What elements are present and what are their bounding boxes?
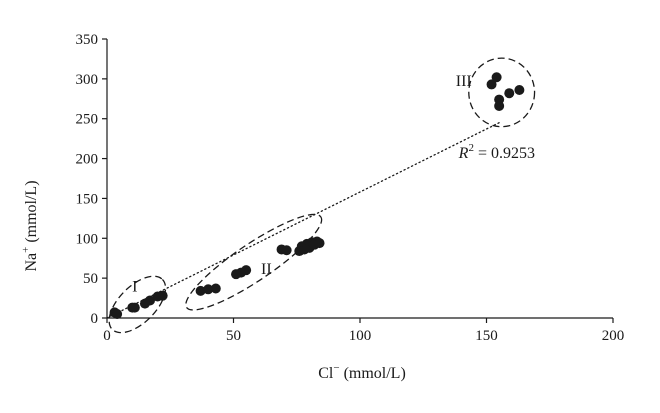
y-tick-label: 150 xyxy=(76,191,99,207)
y-tick-label: 350 xyxy=(76,32,99,48)
data-point xyxy=(157,290,168,301)
data-point xyxy=(494,100,505,111)
x-tick-label: 50 xyxy=(226,328,241,344)
y-axis-label: Na+ (mmol/L) xyxy=(20,180,40,271)
x-tick-label: 0 xyxy=(103,328,111,344)
r-squared-annotation: R2 = 0.9253 xyxy=(458,142,535,162)
cluster-ellipse xyxy=(468,57,536,128)
data-point xyxy=(210,283,221,294)
data-point xyxy=(129,302,140,313)
axes: 0 50 100 150 200 250 300 350 0 50 100 150 200 xyxy=(76,32,625,344)
cluster-ellipse xyxy=(185,213,323,311)
data-point xyxy=(514,85,525,96)
cluster-label: II xyxy=(261,261,272,278)
data-point xyxy=(145,295,156,306)
data-point xyxy=(112,309,123,320)
cluster-ellipse xyxy=(108,275,167,334)
data-point xyxy=(281,245,292,256)
data-point xyxy=(504,88,515,99)
y-tick-label: 250 xyxy=(76,112,99,128)
x-tick-label: 150 xyxy=(475,328,498,344)
trendline-layer xyxy=(106,122,500,319)
data-points xyxy=(109,72,525,320)
y-tick-label: 100 xyxy=(76,231,99,247)
y-tick-label: 200 xyxy=(76,152,99,168)
y-tick-label: 0 xyxy=(91,311,99,327)
y-tick-label: 300 xyxy=(76,72,99,88)
data-point xyxy=(203,284,214,295)
cluster-label: I xyxy=(132,279,137,296)
x-axis-label: Cl− (mmol/L) xyxy=(318,362,406,382)
x-tick-label: 100 xyxy=(349,328,372,344)
trendline xyxy=(106,122,500,319)
x-tick-label: 200 xyxy=(602,328,625,344)
data-point xyxy=(241,265,252,276)
data-point xyxy=(195,285,206,296)
cluster-label: III xyxy=(456,73,472,90)
data-point xyxy=(486,79,497,90)
data-point xyxy=(314,238,325,249)
data-point xyxy=(491,72,502,83)
y-tick-label: 50 xyxy=(83,271,98,287)
